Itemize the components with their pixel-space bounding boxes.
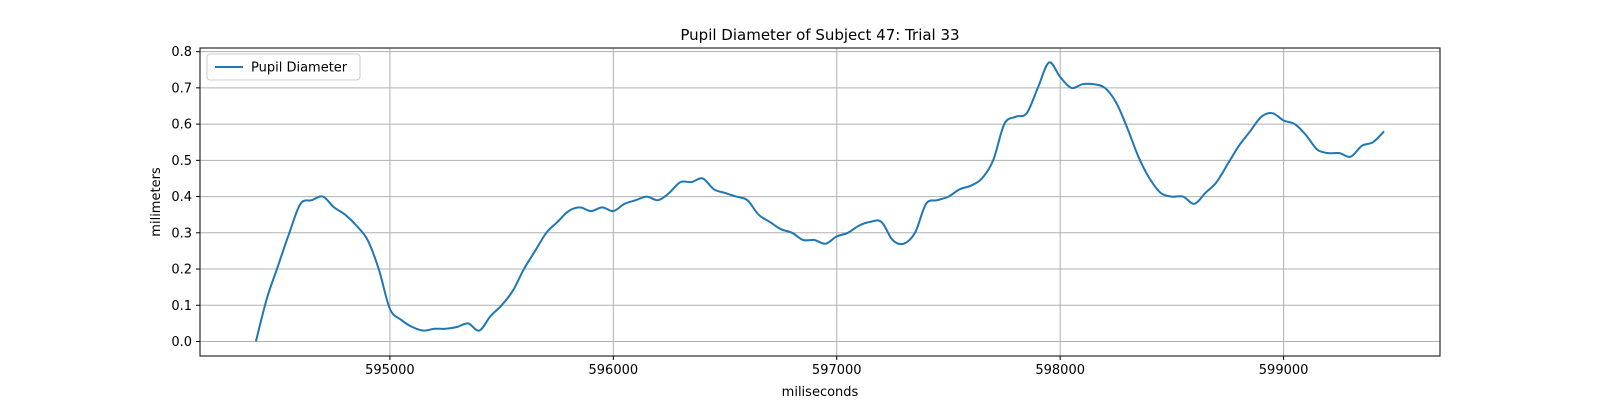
y-tick-label: 0.7 xyxy=(171,81,192,96)
chart-title: Pupil Diameter of Subject 47: Trial 33 xyxy=(680,26,959,44)
y-axis-label: milimeters xyxy=(149,167,164,237)
series-layer xyxy=(254,61,1385,342)
y-tick-label: 0.1 xyxy=(171,299,192,314)
x-tick-label: 595000 xyxy=(365,363,415,378)
legend-label-pupil-diameter: Pupil Diameter xyxy=(251,61,348,76)
grid xyxy=(200,48,1440,356)
x-axis: 595000 596000 597000 598000 599000 xyxy=(365,356,1308,378)
x-tick-label: 597000 xyxy=(812,363,862,378)
legend: Pupil Diameter xyxy=(206,53,361,81)
y-axis: 0.0 0.1 0.2 0.3 0.4 0.5 0.6 0.7 0.8 xyxy=(171,45,200,350)
plot-frame xyxy=(199,47,1441,357)
y-tick-label: 0.2 xyxy=(171,263,192,278)
x-axis-label: miliseconds xyxy=(782,385,859,400)
x-tick-label: 599000 xyxy=(1259,363,1309,378)
series-line-pupil-diameter xyxy=(254,61,1385,342)
x-tick-label: 596000 xyxy=(589,363,639,378)
y-tick-label: 0.0 xyxy=(171,335,192,350)
x-tick-label: 598000 xyxy=(1035,363,1085,378)
y-tick-label: 0.5 xyxy=(171,154,192,169)
y-tick-label: 0.4 xyxy=(171,190,192,205)
y-tick-label: 0.3 xyxy=(171,226,192,241)
y-tick-label: 0.8 xyxy=(171,45,192,60)
y-tick-label: 0.6 xyxy=(171,118,192,133)
legend-box xyxy=(206,53,361,81)
